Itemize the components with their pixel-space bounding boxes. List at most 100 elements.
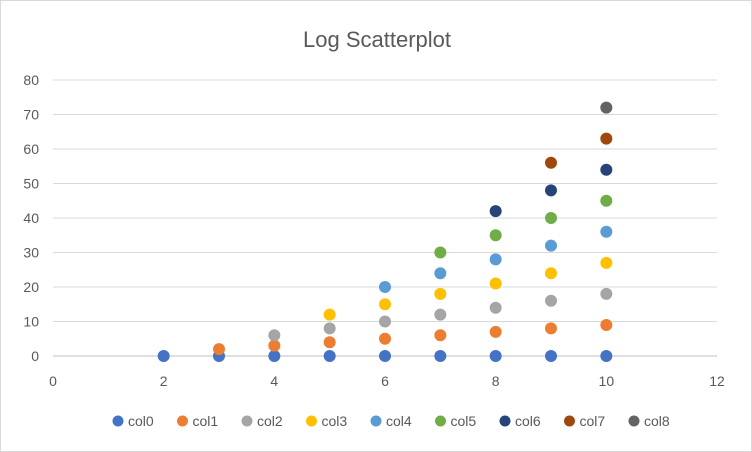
legend-marker <box>628 415 640 427</box>
legend-marker <box>499 415 511 427</box>
data-point-col6 <box>489 205 502 218</box>
data-point-col0 <box>489 350 502 362</box>
legend-label: col7 <box>580 413 606 429</box>
data-point-col1 <box>323 336 336 349</box>
data-point-col6 <box>545 184 557 197</box>
data-point-col2 <box>379 315 391 328</box>
data-point-col1 <box>268 339 281 352</box>
legend-item-col0: col0 <box>112 413 154 429</box>
data-point-col1 <box>434 329 447 342</box>
data-point-col4 <box>600 225 613 238</box>
data-point-col5 <box>489 229 502 242</box>
legend-item-col7: col7 <box>564 413 605 429</box>
chart-title: Log Scatterplot <box>303 27 451 52</box>
legend-item-col1: col1 <box>177 413 218 429</box>
series-col4 <box>379 225 613 293</box>
legend-marker <box>435 415 446 427</box>
data-point-col5 <box>600 194 613 207</box>
data-point-col2 <box>323 322 336 335</box>
legend-label: col4 <box>386 413 412 429</box>
data-point-col1 <box>489 325 502 338</box>
legend-item-col4: col4 <box>370 413 412 429</box>
y-tick-label: 60 <box>23 141 39 157</box>
legend-marker <box>370 415 382 427</box>
x-tick-label: 6 <box>381 373 389 389</box>
data-point-col0 <box>268 350 281 362</box>
y-tick-label: 0 <box>31 348 39 364</box>
series-col6 <box>489 163 613 218</box>
data-point-col3 <box>489 277 502 290</box>
data-point-col7 <box>600 132 613 145</box>
legend-label: col0 <box>128 413 154 429</box>
data-point-col0 <box>434 350 447 362</box>
legend-label: col5 <box>451 413 477 429</box>
data-point-col5 <box>545 212 557 224</box>
y-tick-label: 30 <box>23 245 39 261</box>
data-point-col4 <box>379 281 391 293</box>
legend-marker <box>564 415 575 427</box>
legend-label: col3 <box>322 413 348 429</box>
data-point-col4 <box>434 267 447 280</box>
data-point-col3 <box>434 287 447 300</box>
data-points <box>157 101 613 362</box>
data-point-col1 <box>213 343 225 356</box>
data-point-col3 <box>600 256 613 269</box>
legend-marker <box>177 415 188 427</box>
series-col3 <box>323 256 613 321</box>
y-tick-label: 70 <box>23 107 39 123</box>
data-point-col1 <box>379 332 391 345</box>
data-point-col1 <box>600 318 613 331</box>
x-tick-label: 2 <box>160 373 168 389</box>
series-col5 <box>434 194 613 259</box>
legend-label: col2 <box>257 413 283 429</box>
y-tick-label: 50 <box>23 176 39 192</box>
legend-label: col1 <box>193 413 219 429</box>
series-col2 <box>268 287 613 342</box>
y-tick-label: 80 <box>23 72 39 88</box>
series-col8 <box>600 101 613 114</box>
series-col1 <box>213 318 613 356</box>
data-point-col0 <box>157 350 170 362</box>
data-point-col8 <box>600 101 613 114</box>
x-tick-labels: 0 2 4 6 8 10 12 <box>49 373 725 389</box>
series-col7 <box>545 132 613 169</box>
legend-item-col2: col2 <box>241 413 283 429</box>
x-tick-label: 4 <box>270 373 278 389</box>
data-point-col1 <box>545 322 557 335</box>
data-point-col0 <box>323 350 336 362</box>
data-point-col2 <box>545 294 557 307</box>
data-point-col2 <box>268 329 281 342</box>
legend-label: col8 <box>644 413 670 429</box>
legend-marker <box>112 415 124 427</box>
legend-item-col8: col8 <box>628 413 670 429</box>
data-point-col4 <box>489 253 502 266</box>
data-point-col5 <box>434 246 447 259</box>
legend-item-col5: col5 <box>435 413 476 429</box>
data-point-col3 <box>545 267 557 280</box>
data-point-col0 <box>379 350 391 362</box>
data-point-col2 <box>434 308 447 321</box>
legend-item-col3: col3 <box>306 413 347 429</box>
legend-label: col6 <box>515 413 541 429</box>
data-point-col3 <box>323 308 336 321</box>
legend-item-col6: col6 <box>499 413 541 429</box>
grid-layer <box>53 79 717 357</box>
x-tick-label: 8 <box>492 373 500 389</box>
x-tick-label: 0 <box>49 373 57 389</box>
data-point-col7 <box>545 156 557 169</box>
x-tick-label: 10 <box>599 373 615 389</box>
legend-marker <box>241 415 253 427</box>
data-point-col2 <box>600 287 613 300</box>
x-tick-label: 12 <box>709 373 725 389</box>
data-point-col0 <box>600 350 613 362</box>
legend: col0 col1 col2 col3 col4 col5 col6 col7 col8 <box>112 413 670 429</box>
legend-marker <box>306 415 317 427</box>
data-point-col0 <box>545 350 557 362</box>
data-point-col3 <box>379 298 391 311</box>
y-tick-label: 20 <box>23 279 39 295</box>
y-tick-labels: 0 10 20 30 40 50 60 70 80 <box>23 72 39 364</box>
y-tick-label: 40 <box>23 210 39 226</box>
y-tick-label: 10 <box>23 314 39 330</box>
